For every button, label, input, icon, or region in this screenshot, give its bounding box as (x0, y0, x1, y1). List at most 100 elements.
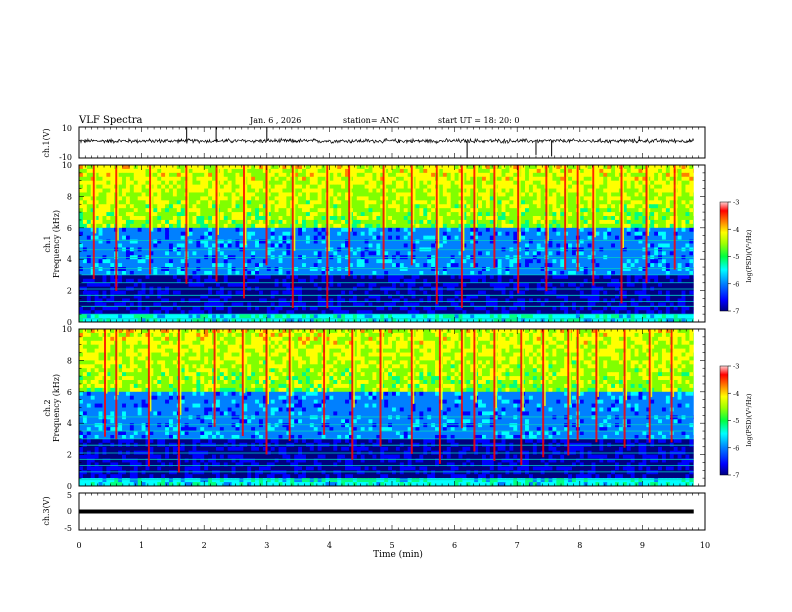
spectrogram-cell (442, 200, 448, 205)
spectrogram-cell (294, 200, 299, 205)
spectrogram-cell (79, 192, 84, 197)
spectrogram-cell (427, 270, 432, 276)
spectrogram-cell (235, 212, 240, 217)
spectrogram-cell (188, 180, 193, 186)
spectrogram-cell (403, 223, 409, 229)
spectrogram-cell (388, 227, 393, 233)
spectrogram-cell (161, 216, 166, 221)
spectrogram-cell (333, 180, 338, 186)
spectrogram-cell (571, 270, 577, 276)
spectrogram-cell (548, 243, 553, 248)
spectrogram-cell (172, 176, 178, 182)
spectrogram-cell (110, 278, 115, 284)
spectrogram-cell (270, 208, 276, 213)
spectrogram-cell (446, 227, 452, 233)
spectrogram-cell (462, 188, 467, 193)
spectrogram-cell (345, 216, 350, 221)
spectrogram-cell (192, 270, 197, 276)
spectrogram-cell (665, 219, 671, 225)
spectrogram-cell (626, 208, 632, 213)
spectrogram-cell (611, 231, 616, 237)
spectrogram-cell (270, 251, 276, 256)
spectrogram-cell (454, 227, 459, 233)
spectrogram-cell (442, 212, 448, 217)
spectrogram-cell (282, 204, 287, 209)
spectrogram-cell (646, 251, 651, 256)
spectrogram-cell (352, 168, 358, 174)
spectrogram-cell (208, 208, 213, 213)
spectrogram-cell (415, 196, 420, 201)
spectrogram-cell (513, 168, 518, 174)
spectrogram-cell (376, 219, 381, 225)
spectrogram-cell (509, 231, 514, 237)
spectrogram-cell (661, 180, 667, 186)
spectrogram-cell (622, 219, 628, 225)
spectrogram-cell (294, 204, 299, 209)
spectrogram-cell (521, 204, 526, 209)
spectrogram-cell (86, 219, 92, 225)
spectrogram-cell (102, 184, 107, 189)
spectrogram-cell (165, 259, 170, 264)
spectrogram-cell (372, 263, 377, 268)
spectrogram-cell (501, 184, 506, 189)
spectrogram-cell (94, 184, 99, 189)
spectrogram-cell (622, 267, 628, 272)
spectrogram-cell (478, 176, 483, 182)
spectrogram-cell (532, 227, 538, 233)
spectrogram-cell (485, 216, 491, 221)
spectrogram-cell (172, 172, 178, 178)
spectrogram-cell (556, 168, 561, 174)
spectrogram-cell (568, 196, 573, 201)
spectrogram-cell (313, 219, 319, 225)
spectrogram-cell (622, 223, 628, 229)
spectrogram-cell (262, 196, 268, 201)
spectrogram-cell (650, 204, 655, 209)
spectrogram-cell (286, 227, 291, 233)
spectrogram-cell (372, 168, 377, 174)
spectrogram-cell (227, 227, 232, 233)
spectrogram-cell (227, 219, 232, 225)
spectrogram-cell (294, 274, 299, 280)
spectrogram-cell (442, 251, 448, 256)
spectrogram-cell (583, 227, 589, 233)
spectrogram-cell (395, 196, 401, 201)
spectrogram-cell (247, 263, 252, 268)
spectrogram-cell (536, 184, 542, 189)
spectrogram-cell (677, 239, 682, 244)
spectrogram-cell (438, 267, 444, 272)
spectrogram-cell (571, 274, 577, 280)
spectrogram-cell (525, 270, 530, 276)
spectrogram-cell (446, 270, 452, 276)
spectrogram-cell (137, 188, 142, 193)
spectrogram-cell (82, 192, 88, 197)
spectrogram-cell (415, 267, 420, 272)
spectrogram-cell (392, 200, 397, 205)
spectrogram-cell (235, 278, 240, 284)
spectrogram-cell (658, 200, 663, 205)
spectrogram-cell (462, 196, 467, 201)
spectrogram-cell (82, 208, 88, 213)
spectrogram-cell (212, 184, 217, 189)
spectrogram-cell (321, 263, 326, 268)
spectrogram-cell (235, 200, 240, 205)
spectrogram-cell (568, 270, 573, 276)
spectrogram-cell (219, 267, 225, 272)
spectrogram-cell (212, 263, 217, 268)
spectrogram-cell (380, 208, 385, 213)
spectrogram-cell (110, 188, 115, 193)
spectrogram-cell (302, 200, 307, 205)
spectrogram-cell (571, 196, 577, 201)
spectrogram-cell (188, 212, 193, 217)
spectrogram-cell (388, 176, 393, 182)
start-time-label: start UT = 18: 20: 0 (438, 116, 519, 125)
spectrogram-cell (654, 227, 659, 233)
spectrogram-cell (235, 165, 240, 170)
spectrogram-cell (689, 184, 694, 189)
spectrogram-cell (521, 270, 526, 276)
spectrogram-cell (481, 200, 487, 205)
spectrogram-cell (615, 212, 620, 217)
spectrogram-cell (364, 192, 369, 197)
spectrogram-cell (133, 196, 139, 201)
spectrogram-cell (302, 216, 307, 221)
spectrogram-cell (200, 278, 205, 284)
